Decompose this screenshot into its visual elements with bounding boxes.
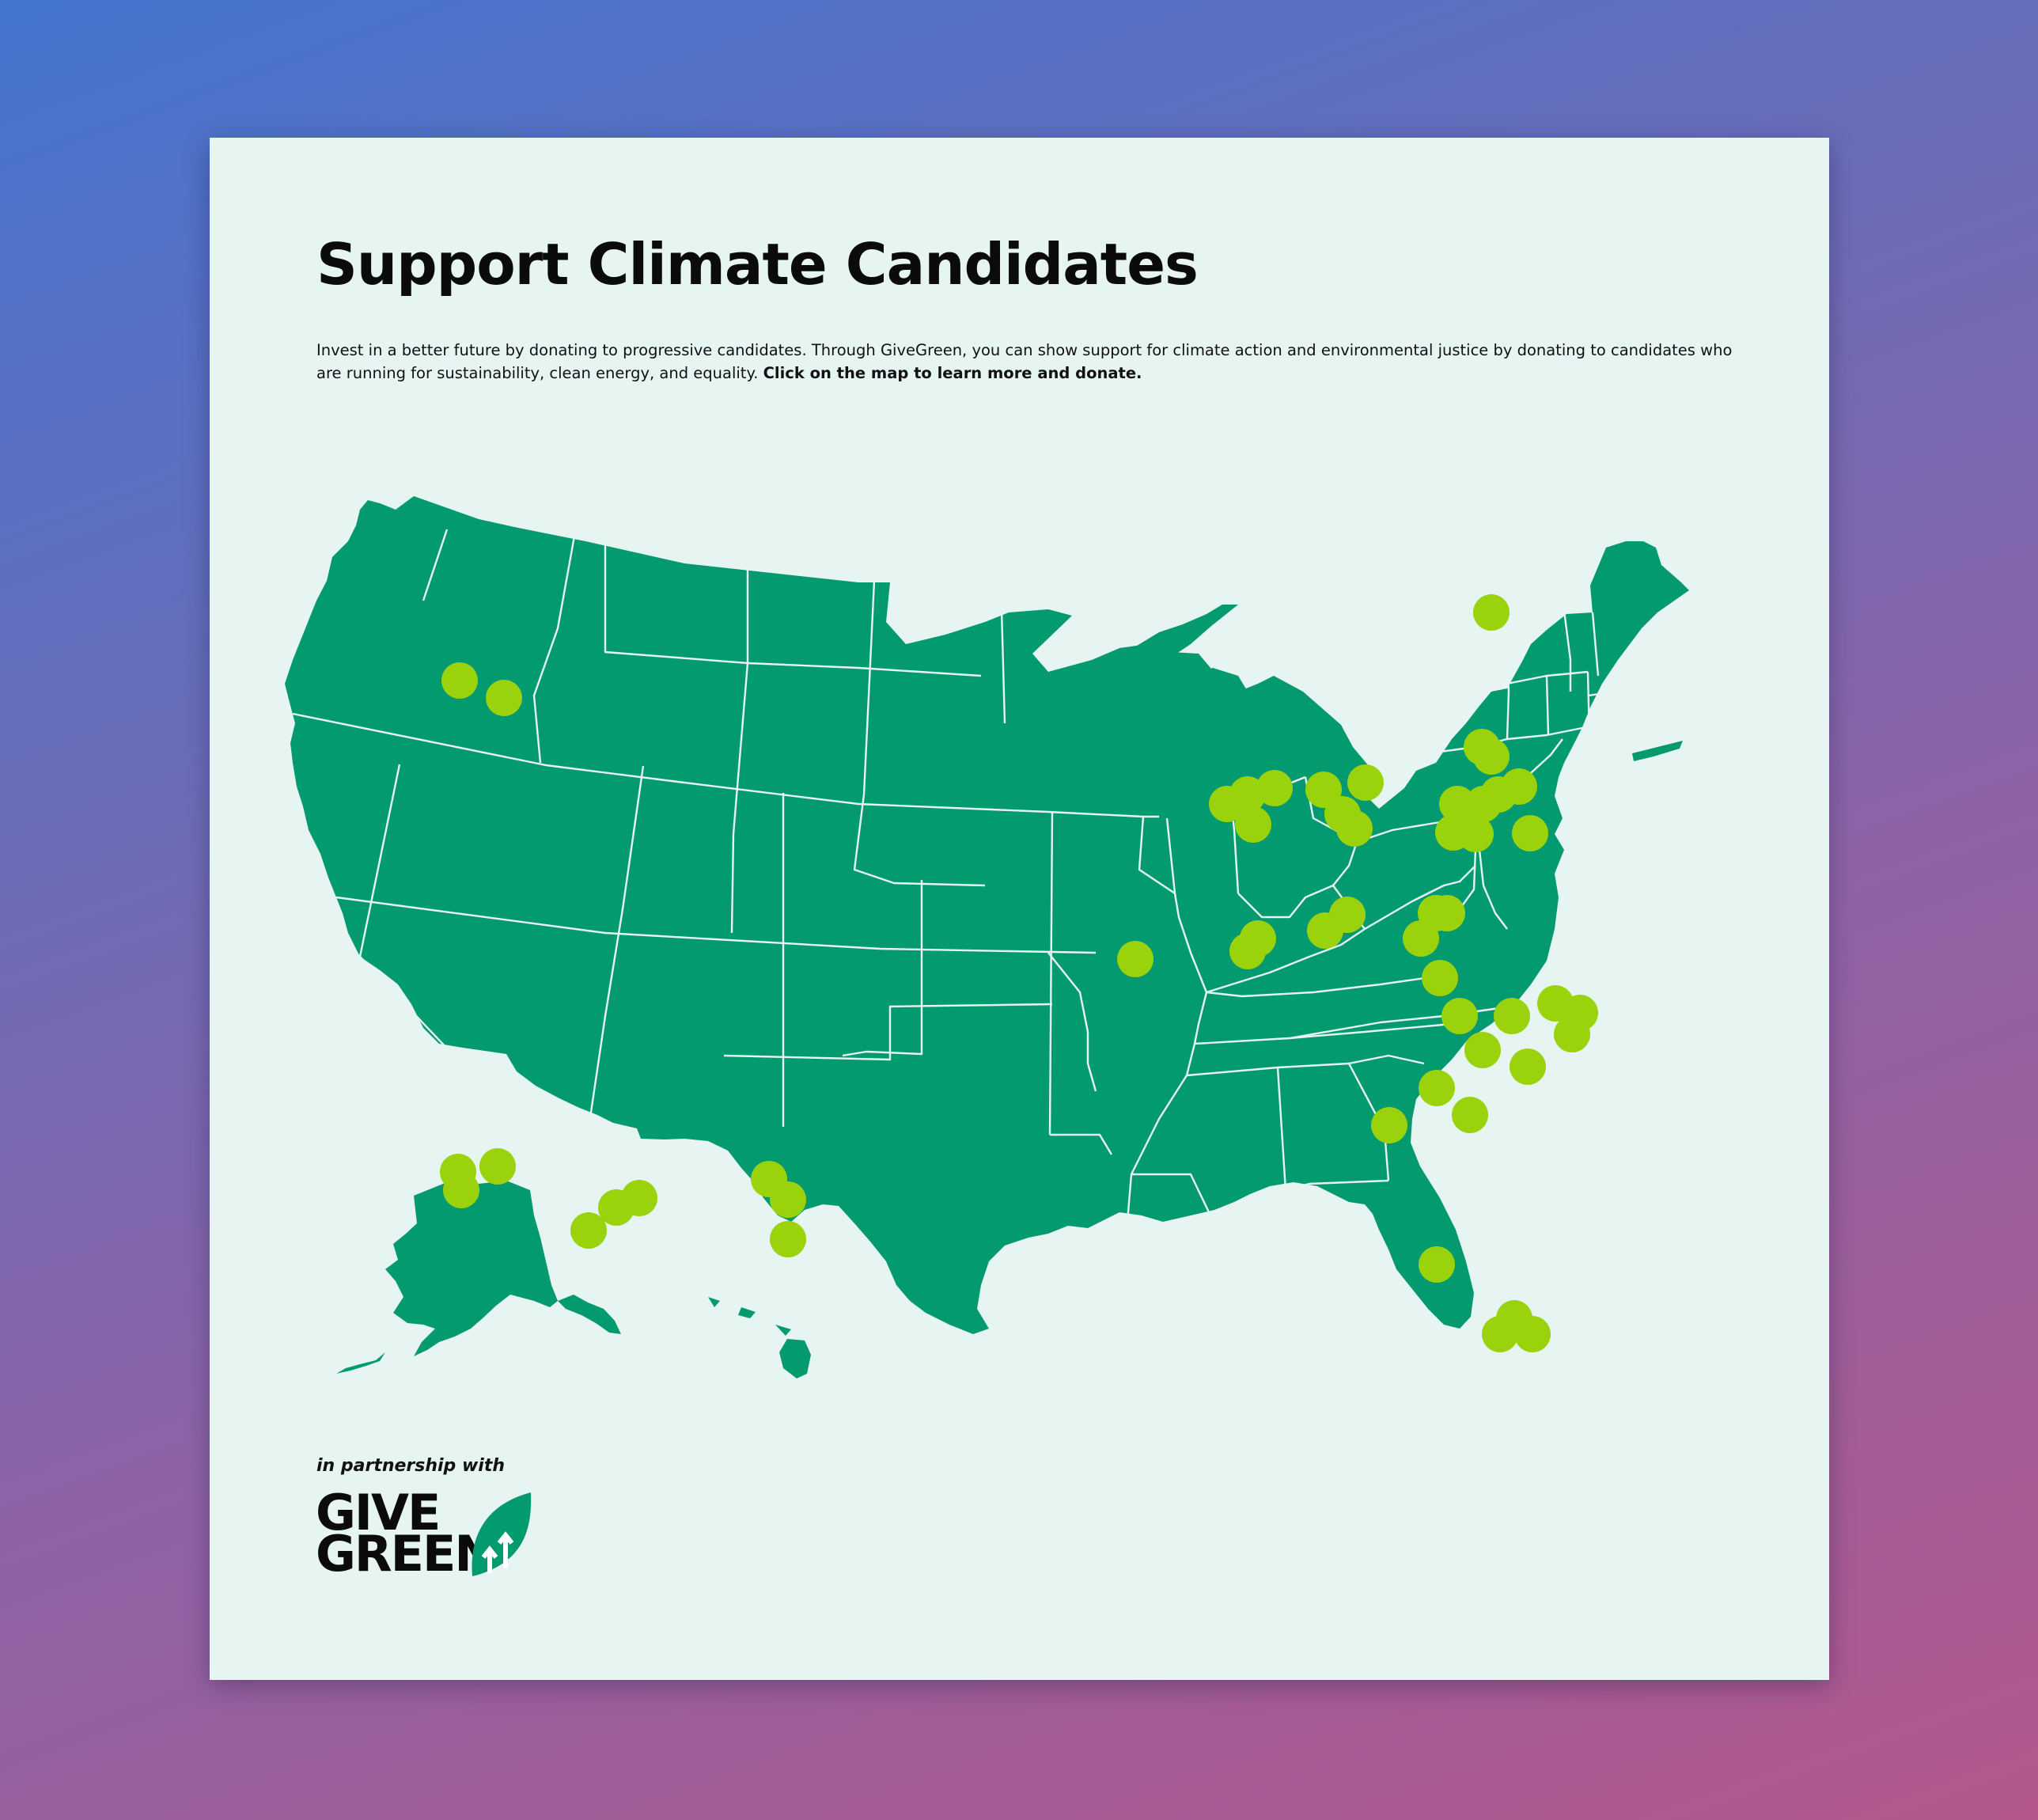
candidate-marker[interactable] [1439,786,1475,822]
candidate-marker[interactable] [1305,772,1342,808]
hawaii-shape[interactable] [708,1297,811,1378]
us-landmass [285,496,1689,1378]
candidate-marker[interactable] [1514,1316,1551,1352]
givegreen-logo[interactable]: GIVE GREEN [316,1484,569,1594]
candidate-marker[interactable] [1256,770,1293,806]
candidate-marker[interactable] [1419,1246,1455,1283]
candidate-marker[interactable] [1473,594,1510,631]
candidate-marker[interactable] [1510,1048,1546,1085]
candidate-marker[interactable] [1435,814,1472,851]
candidate-marker[interactable] [621,1180,657,1216]
candidate-marker[interactable] [486,680,522,716]
partner-label: in partnership with [316,1456,506,1476]
candidate-marker[interactable] [1336,810,1373,847]
candidate-marker[interactable] [1422,960,1458,996]
call-to-action: Click on the map to learn more and donat… [763,364,1142,382]
candidate-marker[interactable] [1371,1107,1407,1143]
candidate-marker[interactable] [1117,941,1153,977]
candidate-marker[interactable] [441,662,478,699]
alaska-panhandle-shape[interactable] [558,1295,621,1334]
candidate-marker[interactable] [1235,806,1271,843]
page-title: Support Climate Candidates [316,231,1199,298]
candidate-marker[interactable] [1473,738,1510,775]
candidate-marker[interactable] [770,1181,806,1218]
candidate-marker[interactable] [1418,895,1454,931]
candidate-marker[interactable] [1441,998,1478,1034]
logo-line-2: GREEN [316,1525,495,1583]
leaf-arrows-icon [472,1492,532,1576]
candidate-marker[interactable] [1347,764,1384,801]
contiguous-us-shape[interactable] [285,496,1689,1334]
candidate-marker[interactable] [770,1221,806,1257]
candidate-marker[interactable] [1537,985,1574,1022]
candidate-marker[interactable] [1419,1070,1455,1106]
candidate-marker[interactable] [1240,920,1276,957]
alaska-islands-shape[interactable] [336,1352,385,1374]
long-island-shape[interactable] [1632,741,1683,761]
page-description: Invest in a better future by donating to… [316,339,1733,385]
us-map[interactable] [210,138,1829,1680]
state-borders [292,529,1635,1223]
candidate-marker[interactable] [479,1148,516,1185]
upper-michigan-shape[interactable] [1137,605,1238,660]
candidate-marker[interactable] [443,1172,479,1208]
candidate-marker[interactable] [1452,1097,1488,1133]
alaska-shape[interactable] [385,1181,558,1356]
map-card: Support Climate Candidates Invest in a b… [210,138,1829,1680]
candidate-marker[interactable] [570,1212,607,1249]
candidate-marker[interactable] [1307,912,1343,949]
candidate-marker[interactable] [1512,815,1548,851]
description-text: Invest in a better future by donating to… [316,341,1733,382]
candidate-markers[interactable] [440,594,1598,1352]
candidate-marker[interactable] [1464,1032,1501,1068]
candidate-marker[interactable] [1494,998,1530,1034]
lower-michigan-shape[interactable] [1187,668,1263,788]
logo-line-1: GIVE [316,1484,441,1541]
candidate-marker[interactable] [1501,768,1537,805]
